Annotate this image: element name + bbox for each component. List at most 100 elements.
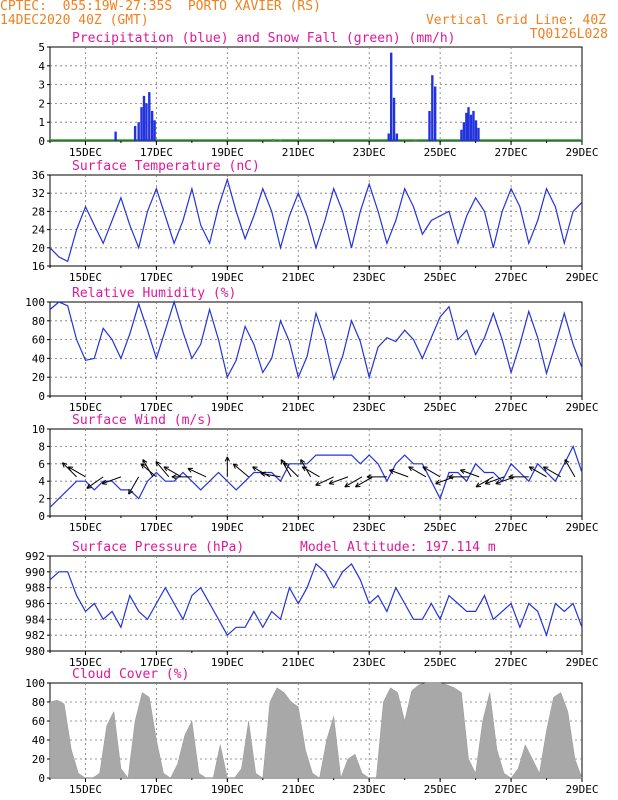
x-tick-label: 27DEC xyxy=(495,401,528,414)
y-tick-label: 2 xyxy=(38,97,45,110)
x-tick-label: 27DEC xyxy=(495,783,528,796)
x-tick-label: 19DEC xyxy=(211,271,244,284)
x-tick-label: 29DEC xyxy=(565,656,598,669)
x-tick-label: 17DEC xyxy=(140,656,173,669)
snowfall-bar xyxy=(413,139,417,141)
panel-4 xyxy=(47,428,583,520)
x-tick-label: 15DEC xyxy=(69,271,102,284)
wind-arrow-head xyxy=(260,471,266,474)
wind-arrow-shaft xyxy=(280,459,292,478)
precip-bar xyxy=(467,107,470,141)
wind-arrow xyxy=(301,466,320,478)
wind-arrow xyxy=(542,466,561,478)
wind-arrow-head xyxy=(226,456,230,462)
precip-bar xyxy=(148,92,151,141)
cloud-cover-area xyxy=(49,682,583,779)
y-tick-label: 100 xyxy=(25,296,45,309)
wind-arrow xyxy=(408,466,427,478)
x-tick-label: 29DEC xyxy=(565,783,598,796)
wind-arrow-head xyxy=(140,463,144,469)
x-tick-label: 21DEC xyxy=(282,656,315,669)
wind-arrow-head xyxy=(142,459,148,463)
precip-bar xyxy=(460,129,463,141)
y-tick-label: 80 xyxy=(32,696,45,709)
x-tick-label: 29DEC xyxy=(565,271,598,284)
x-tick-label: 17DEC xyxy=(140,401,173,414)
wind-arrow xyxy=(140,463,157,478)
wind-arrow xyxy=(155,461,170,478)
x-tick-label: 17DEC xyxy=(140,271,173,284)
wind-arrow xyxy=(101,476,122,485)
wind-arrow-head xyxy=(448,474,454,478)
x-tick-label: 27DEC xyxy=(495,271,528,284)
wind-arrow-shaft xyxy=(485,476,505,485)
x-tick-label: 23DEC xyxy=(353,521,386,534)
y-tick-label: 10 xyxy=(32,423,45,436)
wind-arrow-head xyxy=(355,482,359,488)
y-tick-label: 24 xyxy=(32,224,46,237)
x-tick-label: 25DEC xyxy=(424,521,457,534)
y-tick-label: 40 xyxy=(32,734,45,747)
wind-arrow-head xyxy=(315,481,320,486)
wind-arrow-head xyxy=(459,469,465,474)
wind-arrow-shaft xyxy=(300,459,312,478)
y-tick-label: 20 xyxy=(32,242,45,255)
wind-arrow-head xyxy=(280,459,286,463)
x-tick-label: 25DEC xyxy=(424,656,457,669)
y-tick-label: 0 xyxy=(38,510,45,523)
precip-bar xyxy=(150,110,154,141)
x-tick-label: 23DEC xyxy=(353,401,386,414)
wind-arrow-head xyxy=(232,463,236,469)
wind-arrow-shaft xyxy=(62,462,77,478)
precip-bar xyxy=(142,95,146,141)
wind-arrow-head xyxy=(542,466,547,472)
wind-arrow-head xyxy=(102,483,108,485)
wind-arrow-head xyxy=(564,459,570,463)
precip-bar xyxy=(462,122,466,141)
wind-arrow-head xyxy=(101,479,106,485)
x-tick-label: 19DEC xyxy=(211,401,244,414)
wind-arrow-head xyxy=(366,476,372,480)
wind-arrow-shaft xyxy=(475,476,494,488)
precip-bar xyxy=(395,133,399,141)
y-tick-label: 20 xyxy=(32,371,45,384)
panel-title: Surface Wind (m/s) xyxy=(72,413,213,428)
wind-arrow xyxy=(224,456,230,477)
panel-title: Surface Temperature (nC) xyxy=(72,159,260,174)
series-line xyxy=(49,177,583,263)
wind-arrow-head xyxy=(328,479,333,485)
wind-arrow xyxy=(528,466,547,478)
wind-arrow-shaft xyxy=(564,459,576,478)
x-tick-label: 21DEC xyxy=(282,146,315,159)
y-tick-label: 3 xyxy=(38,79,45,92)
wind-arrow-shaft xyxy=(528,466,547,478)
wind-arrow-head xyxy=(508,476,514,480)
wind-arrow-head xyxy=(300,459,306,463)
y-tick-label: 2 xyxy=(38,493,45,506)
precip-bar xyxy=(474,120,478,141)
wind-arrow-shaft xyxy=(283,462,299,478)
y-tick-label: 6 xyxy=(38,458,45,471)
panel-title: Precipitation (blue) and Snow Fall (gree… xyxy=(72,31,456,46)
wind-arrow-head xyxy=(475,482,480,488)
x-tick-label: 19DEC xyxy=(211,783,244,796)
y-tick-label: 980 xyxy=(25,645,45,658)
wind-arrow xyxy=(459,469,480,478)
wind-arrow xyxy=(389,469,409,478)
precip-bar xyxy=(137,122,140,141)
wind-arrow-shaft xyxy=(543,466,561,478)
x-tick-label: 17DEC xyxy=(140,146,173,159)
wind-arrow-head xyxy=(460,469,466,471)
x-tick-label: 29DEC xyxy=(565,146,598,159)
y-tick-label: 1 xyxy=(38,116,45,129)
wind-arrow-head xyxy=(155,461,161,465)
wind-arrow xyxy=(366,474,387,480)
precip-bar xyxy=(145,103,148,141)
wind-arrow-shaft xyxy=(140,463,157,478)
x-tick-label: 19DEC xyxy=(211,656,244,669)
y-tick-label: 4 xyxy=(38,60,45,73)
wind-arrow-head xyxy=(528,466,533,472)
wind-arrow-shaft xyxy=(328,476,349,485)
wind-arrow-shaft xyxy=(142,459,154,478)
precip-bar xyxy=(114,131,117,141)
